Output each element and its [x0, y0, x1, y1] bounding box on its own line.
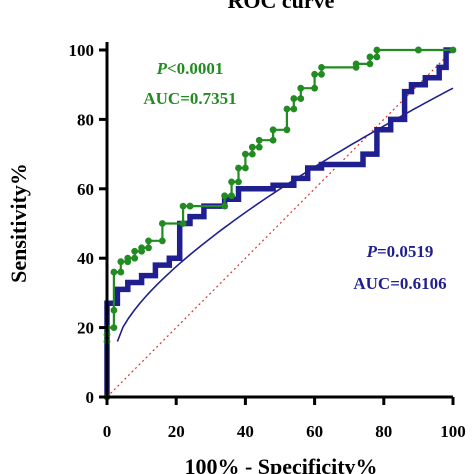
data-point-green [124, 254, 132, 262]
p-prefix-green: P [156, 59, 168, 78]
data-point-green [255, 143, 263, 151]
data-point-green [283, 126, 291, 134]
chart-title: ROC curve [228, 0, 335, 13]
x-tick-label: 100 [440, 422, 466, 441]
series-line-blue [104, 47, 453, 397]
data-point-green [221, 202, 229, 210]
y-tick-label: 20 [77, 319, 94, 338]
auc-green: AUC=0.7351 [143, 89, 236, 108]
data-point-green [235, 164, 242, 172]
data-point-green [117, 258, 125, 266]
data-point-green [255, 136, 263, 144]
y-tick-label: 100 [69, 41, 95, 60]
auc-blue: AUC=0.6106 [353, 274, 446, 293]
data-point-green [311, 70, 318, 78]
y-tick-label: 60 [77, 180, 94, 199]
data-point-green [366, 60, 374, 68]
data-point-green [145, 244, 152, 252]
x-tick-label: 20 [168, 422, 185, 441]
data-point-green [449, 46, 457, 54]
plot-area [103, 46, 457, 401]
data-point-green [242, 164, 249, 172]
data-point-green [415, 46, 422, 54]
data-point-green [179, 220, 187, 227]
data-point-green [318, 70, 325, 78]
x-tick-label: 0 [103, 422, 112, 441]
p-text-blue: =0.0519 [377, 242, 433, 261]
x-tick-label: 60 [306, 422, 323, 441]
data-point-green [248, 143, 256, 151]
data-point-green [290, 105, 298, 113]
annotation-blue: P=0.0519 AUC=0.6106 [353, 242, 446, 293]
data-point-green [110, 324, 118, 331]
data-point-green [131, 254, 139, 262]
data-point-green [283, 105, 291, 113]
data-point-green [311, 84, 318, 92]
data-point-green [373, 46, 381, 54]
data-point-green [318, 63, 325, 71]
reference-diagonal-line [106, 49, 454, 398]
data-point-green [373, 53, 381, 61]
y-tick-label: 80 [77, 110, 94, 129]
data-point-green [290, 95, 298, 102]
x-axis-title: 100% - Specificity% [184, 454, 377, 474]
data-point-green [110, 306, 118, 314]
p-value-green: P<0.0001 [156, 59, 224, 78]
data-point-green [158, 237, 166, 245]
data-point-green [269, 126, 277, 134]
data-point-green [110, 268, 118, 276]
p-prefix-blue: P [366, 242, 378, 261]
data-point-green [145, 237, 152, 245]
axes: 0 20 40 60 80 100 0 20 40 60 80 100 [69, 41, 466, 441]
x-tick-label: 80 [375, 422, 392, 441]
data-point-green [352, 60, 360, 68]
data-point-green [117, 268, 125, 276]
y-tick-label: 0 [86, 388, 95, 407]
data-point-green [366, 53, 374, 61]
annotation-green: P<0.0001 AUC=0.7351 [143, 59, 236, 108]
fitted-roc-curve [116, 87, 454, 342]
p-text-green: <0.0001 [167, 59, 223, 78]
data-point-green [138, 244, 146, 252]
data-point-green [158, 220, 166, 227]
data-point-green [131, 247, 139, 255]
data-point-green [221, 192, 229, 200]
x-tick-label: 40 [237, 422, 254, 441]
data-point-green [248, 150, 256, 158]
data-point-green [228, 192, 235, 200]
data-point-green [297, 84, 305, 92]
y-tick-label: 40 [77, 249, 94, 268]
data-point-green [228, 178, 235, 186]
p-value-blue: P=0.0519 [366, 242, 434, 261]
data-point-green [186, 202, 194, 210]
data-point-green [269, 136, 277, 144]
data-point-green [179, 202, 187, 210]
y-axis-title: Sensitivity% [6, 163, 31, 283]
data-point-green [297, 95, 305, 102]
data-point-green [242, 150, 249, 158]
data-point-green [235, 178, 242, 186]
